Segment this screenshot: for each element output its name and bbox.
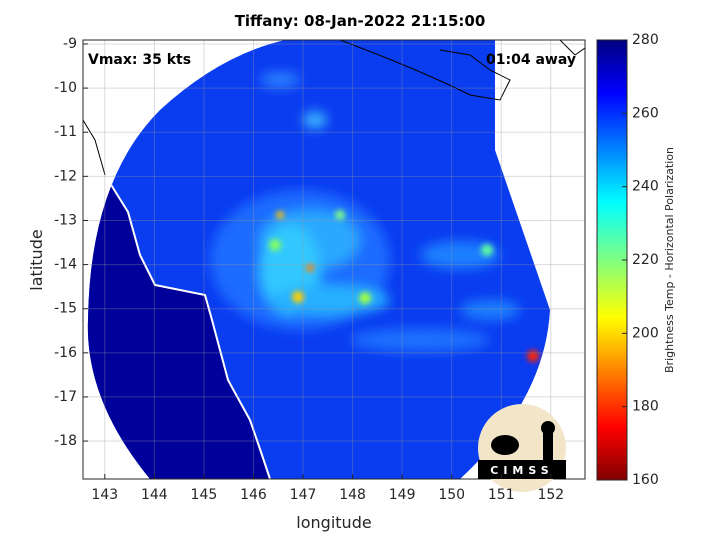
y-tick-label: -12 <box>54 168 77 184</box>
logo-text: CIMSS <box>490 464 553 477</box>
y-tick-label: -15 <box>54 301 77 317</box>
x-tick-label: 149 <box>389 487 416 503</box>
logo: CIMSS <box>478 404 566 492</box>
y-tick-label: -10 <box>54 80 77 96</box>
annotation: 01:04 away <box>486 52 576 68</box>
y-tick-label: -9 <box>63 36 77 52</box>
y-tick-label: -16 <box>54 345 77 361</box>
coastline <box>83 40 585 176</box>
x-tick-label: 143 <box>91 487 118 503</box>
y-tick-label: -11 <box>54 124 77 140</box>
colorbar-tick-label: 220 <box>632 252 659 268</box>
colorbar-tick-label: 180 <box>632 399 659 415</box>
x-tick-label: 144 <box>141 487 168 503</box>
grid <box>83 40 585 479</box>
annotation: Vmax: 35 kts <box>88 52 191 68</box>
x-tick-label: 151 <box>488 487 515 503</box>
colorbar-tick-label: 160 <box>632 472 659 488</box>
y-tick-label: -17 <box>54 389 77 405</box>
colorbar-tick-label: 280 <box>632 32 659 48</box>
colorbar-label: Brightness Temp - Horizontal Polarizatio… <box>663 147 676 373</box>
title: Tiffany: 08-Jan-2022 21:15:00 <box>235 12 486 30</box>
x-tick-label: 145 <box>191 487 218 503</box>
x-tick-label: 152 <box>537 487 564 503</box>
axes-box <box>82 39 586 480</box>
x-tick-label: 147 <box>290 487 317 503</box>
y-tick-label: -14 <box>54 257 77 273</box>
x-axis-label: longitude <box>296 513 371 532</box>
x-tick-label: 148 <box>339 487 366 503</box>
y-tick-label: -13 <box>54 212 77 228</box>
colorbar-tick-label: 200 <box>632 325 659 341</box>
colorbar-tick-label: 260 <box>632 105 659 121</box>
y-tick-label: -18 <box>54 433 77 449</box>
y-axis-label: latitude <box>27 229 46 290</box>
x-tick-label: 146 <box>240 487 267 503</box>
x-tick-label: 150 <box>438 487 465 503</box>
image <box>87 40 550 479</box>
colorbar-tick-label: 240 <box>632 179 659 195</box>
